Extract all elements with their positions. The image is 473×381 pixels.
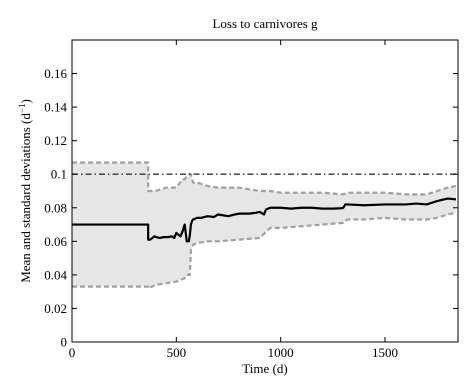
y-axis-label: Mean and standard deviations (d−1) [17,99,33,283]
y-tick-label: 0.08 [44,200,67,215]
y-tick-label: 0.16 [44,66,67,81]
series-line-upper [72,161,457,196]
y-axis-label-sup: −1 [17,104,27,114]
plot-area [72,161,458,290]
y-tick-label: 0.02 [44,301,67,316]
x-axis: 0 500 1000 1500 [69,40,398,360]
series-line-mean [72,197,457,243]
series-line-lower [72,211,457,290]
x-tick-label: 1500 [372,345,398,360]
y-tick-label: 0.12 [44,133,67,148]
y-axis-label-close: ) [18,99,33,103]
y-tick-label: 0 [61,335,68,350]
x-axis-label: Time (d) [242,361,287,376]
y-tick-label: 0.14 [44,100,67,115]
chart-title: Loss to carnivores g [212,16,318,31]
y-axis-label-main: Mean and standard deviations (d [18,113,33,283]
plot-frame [71,39,459,343]
y-tick-label: 0.06 [44,234,67,249]
x-tick-label: 0 [69,345,76,360]
y-tick-label: 0.1 [51,167,67,182]
x-tick-label: 500 [167,345,187,360]
std-band [72,162,456,289]
y-tick-label: 0.04 [44,267,67,282]
y-axis: 0 0.02 0.04 0.06 0.08 0.1 0.12 0.14 0.16 [44,66,458,350]
x-tick-label: 1000 [268,345,294,360]
